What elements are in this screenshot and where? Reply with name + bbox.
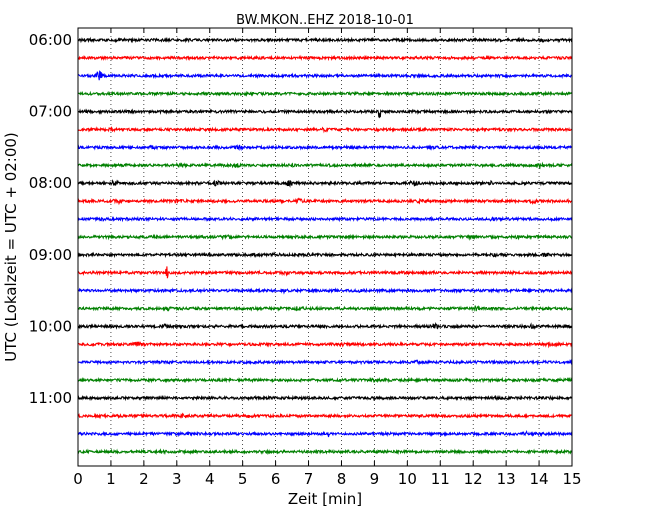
x-tick-label: 1 — [106, 470, 116, 488]
y-tick-label: 11:00 — [29, 389, 72, 407]
y-tick-label: 10:00 — [29, 317, 72, 335]
trace-0700 — [77, 108, 573, 119]
x-tick-label: 11 — [431, 470, 450, 488]
trace-0730 — [77, 143, 573, 152]
y-tick-label: 08:00 — [29, 174, 72, 192]
y-tick-label: 09:00 — [29, 246, 72, 264]
x-tick-label: 13 — [497, 470, 516, 488]
trace-0745 — [77, 161, 573, 170]
trace-0630 — [77, 70, 573, 81]
trace-0830 — [77, 215, 573, 223]
y-tick-label: 07:00 — [29, 103, 72, 121]
plot-frame — [77, 27, 573, 467]
trace-group — [77, 36, 573, 456]
x-tick-label: 5 — [238, 470, 248, 488]
trace-1000 — [77, 321, 573, 330]
x-tick-label: 4 — [205, 470, 215, 488]
trace-0900 — [77, 251, 573, 259]
y-tick-group: 06:00 07:00 08:00 09:00 10:00 11:00 — [29, 31, 572, 407]
trace-0845 — [77, 233, 573, 241]
trace-1145 — [77, 448, 573, 456]
trace-1115 — [77, 412, 573, 420]
trace-1130 — [77, 430, 573, 438]
trace-0930 — [77, 287, 573, 295]
y-tick-label: 06:00 — [29, 31, 72, 49]
trace-1100 — [77, 394, 573, 402]
trace-0915 — [78, 266, 573, 279]
x-tick-label: 9 — [370, 470, 380, 488]
x-tick-label: 6 — [271, 470, 281, 488]
trace-0800 — [77, 179, 573, 188]
trace-0945 — [77, 304, 573, 312]
x-tick-group: 0 1 2 3 4 5 6 7 8 9 10 11 12 13 14 15 — [73, 28, 582, 488]
x-tick-label: 15 — [562, 470, 581, 488]
trace-1045 — [77, 376, 573, 384]
trace-0715 — [77, 126, 573, 134]
x-tick-label: 2 — [139, 470, 149, 488]
trace-1015 — [77, 341, 573, 349]
x-tick-label: 8 — [337, 470, 347, 488]
y-axis-label: UTC (Lokalzeit = UTC + 02:00) — [2, 132, 20, 362]
x-tick-label: 14 — [530, 470, 549, 488]
trace-0600 — [77, 36, 573, 44]
trace-0615 — [77, 54, 573, 62]
trace-1030 — [77, 359, 573, 366]
x-tick-label: 12 — [464, 470, 483, 488]
x-tick-label: 7 — [304, 470, 314, 488]
x-tick-label: 0 — [73, 470, 83, 488]
x-axis-label: Zeit [min] — [288, 490, 362, 508]
x-tick-label: 3 — [172, 470, 182, 488]
chart-title: BW.MKON..EHZ 2018-10-01 — [236, 13, 414, 28]
trace-0645 — [77, 90, 573, 97]
trace-0815 — [77, 197, 573, 206]
x-tick-label: 10 — [398, 470, 417, 488]
